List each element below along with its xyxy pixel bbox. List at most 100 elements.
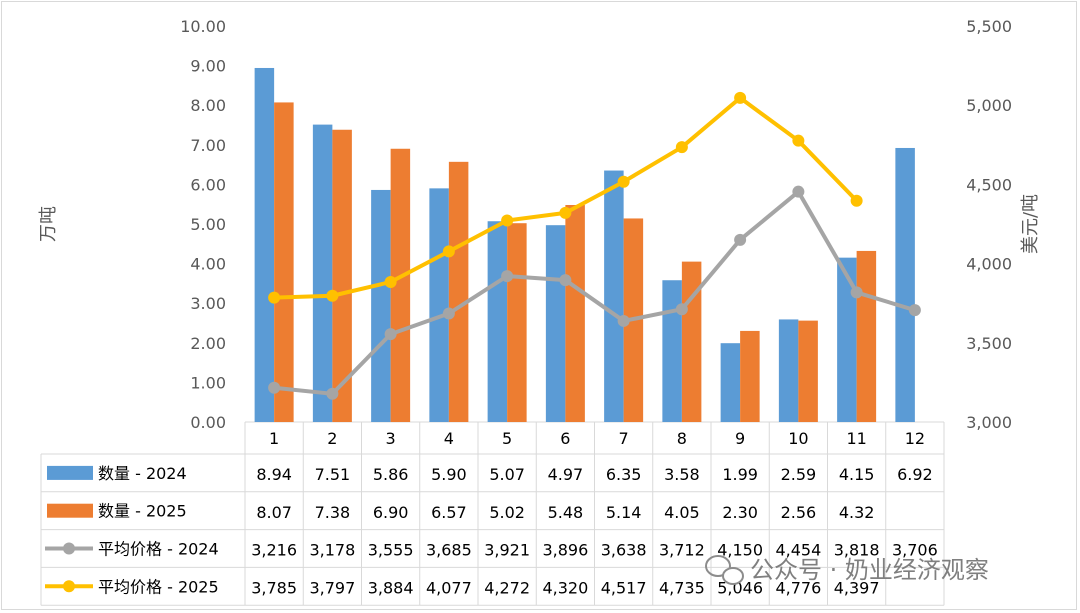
table-cell: 5.02 (489, 503, 525, 522)
table-cell: 4.05 (664, 503, 700, 522)
x-tick-label: 10 (788, 429, 808, 448)
x-tick-label: 12 (905, 429, 925, 448)
x-tick-label: 6 (560, 429, 570, 448)
y-tick-label: 8.00 (190, 96, 226, 115)
y-tick-label: 2.00 (190, 334, 226, 353)
bar-2024 (778, 319, 799, 422)
bar-2024 (487, 221, 508, 422)
table-cell: 5.07 (489, 465, 525, 484)
x-tick-label: 4 (444, 429, 454, 448)
bar-2025 (390, 148, 411, 422)
table-cell: 6.92 (897, 465, 933, 484)
table-cell: 1.99 (722, 465, 758, 484)
table-cell: 3,706 (892, 541, 938, 560)
y-tick-label: 7.00 (190, 136, 226, 155)
y2-axis-title: 美元/吨 (1020, 194, 1041, 254)
point-price-2024 (501, 270, 514, 283)
table-cell: 4,454 (775, 541, 821, 560)
table-cell: 7.38 (315, 503, 351, 522)
table-cell: 3,797 (309, 578, 355, 597)
point-price-2025 (675, 141, 688, 154)
watermark: 公众号 · 奶业经济观察 (705, 555, 989, 585)
table-cell: 2.56 (781, 503, 817, 522)
point-price-2024 (268, 381, 281, 394)
bar-2024 (895, 147, 915, 422)
point-price-2024 (559, 274, 572, 287)
bar-2025 (798, 320, 818, 422)
point-price-2024 (850, 286, 863, 299)
x-tick-label: 1 (269, 429, 279, 448)
bar-2024 (429, 188, 449, 422)
x-tick-label: 2 (327, 429, 337, 448)
y2-tick-label: 5,000 (966, 96, 1012, 115)
table-cell: 8.94 (256, 465, 292, 484)
point-price-2025 (442, 245, 455, 258)
table-cell: 3,921 (484, 541, 530, 560)
y-tick-label: 4.00 (190, 255, 226, 274)
series-line-price-2024 (273, 189, 916, 396)
bar-2024 (837, 257, 857, 422)
table-cell: 4.32 (839, 503, 875, 522)
bar-2025 (856, 250, 877, 422)
table-cell: 2.59 (781, 465, 817, 484)
y2-tick-label: 3,500 (966, 334, 1012, 353)
legend-swatch (47, 465, 93, 480)
bar-2024 (662, 280, 682, 422)
point-price-2024 (792, 185, 805, 198)
point-price-2025 (268, 291, 281, 304)
wechat-icon (705, 555, 744, 585)
point-price-2024 (442, 307, 455, 320)
x-tick-label: 11 (846, 429, 866, 448)
right-axis-ticks: 3,000 3,500 4,000 4,500 5,000 5,500 (966, 17, 1012, 432)
table-cell: 6.35 (606, 465, 642, 484)
table-cell: 2.30 (722, 503, 758, 522)
table-cell: 5.48 (548, 503, 584, 522)
bar-2025 (565, 204, 585, 422)
y2-tick-label: 4,500 (966, 175, 1012, 194)
y-tick-label: 3.00 (190, 294, 226, 313)
bar-2024 (604, 170, 624, 422)
table-cell: 4.15 (839, 465, 875, 484)
x-tick-label: 7 (619, 429, 629, 448)
table-cell: 3,818 (834, 541, 880, 560)
y2-tick-label: 5,500 (966, 17, 1012, 36)
table-cell: 3,216 (251, 541, 297, 560)
x-tick-label: 8 (677, 429, 687, 448)
watermark-text: 公众号 · 奶业经济观察 (750, 556, 989, 584)
table-cell: 4,397 (834, 578, 880, 597)
table-cell: 4,150 (717, 541, 763, 560)
bar-series (254, 67, 915, 422)
point-price-2025 (326, 289, 339, 302)
data-table-grid (40, 421, 945, 606)
bar-2024 (545, 225, 566, 422)
table-cell: 3,638 (601, 541, 647, 560)
line-series (268, 91, 921, 400)
table-cell: 5.86 (373, 465, 409, 484)
table-cell: 4,776 (775, 578, 821, 597)
table-cell: 3,178 (309, 541, 355, 560)
table-cell: 8.07 (256, 503, 292, 522)
point-price-2024 (326, 387, 339, 400)
bar-2024 (720, 343, 741, 422)
legend-marker (63, 580, 75, 593)
table-cell: 4.97 (548, 465, 584, 484)
point-price-2024 (734, 233, 747, 246)
table-cell: 7.51 (315, 465, 351, 484)
legend-label: 数量 - 2025 (98, 502, 187, 521)
point-price-2024 (908, 304, 921, 317)
table-cell: 4,320 (542, 578, 588, 597)
legend-keys: 数量 - 2024 数量 - 2025 平均价格 - 2024 平均价格 - 2025 (45, 464, 219, 596)
bar-2025 (448, 161, 469, 422)
legend-label: 平均价格 - 2025 (98, 577, 219, 596)
y-tick-label: 1.00 (190, 373, 226, 392)
bar-2025 (681, 261, 702, 422)
point-price-2025 (734, 91, 747, 104)
table-cell: 6.57 (431, 503, 467, 522)
table-cell: 3,785 (251, 578, 297, 597)
point-price-2025 (501, 214, 514, 227)
left-axis-ticks: 0.00 1.00 2.00 3.00 4.00 5.00 6.00 7.00 8.00 9.00… (180, 17, 226, 432)
table-cell: 3,884 (368, 578, 414, 597)
bar-2025 (740, 330, 760, 422)
